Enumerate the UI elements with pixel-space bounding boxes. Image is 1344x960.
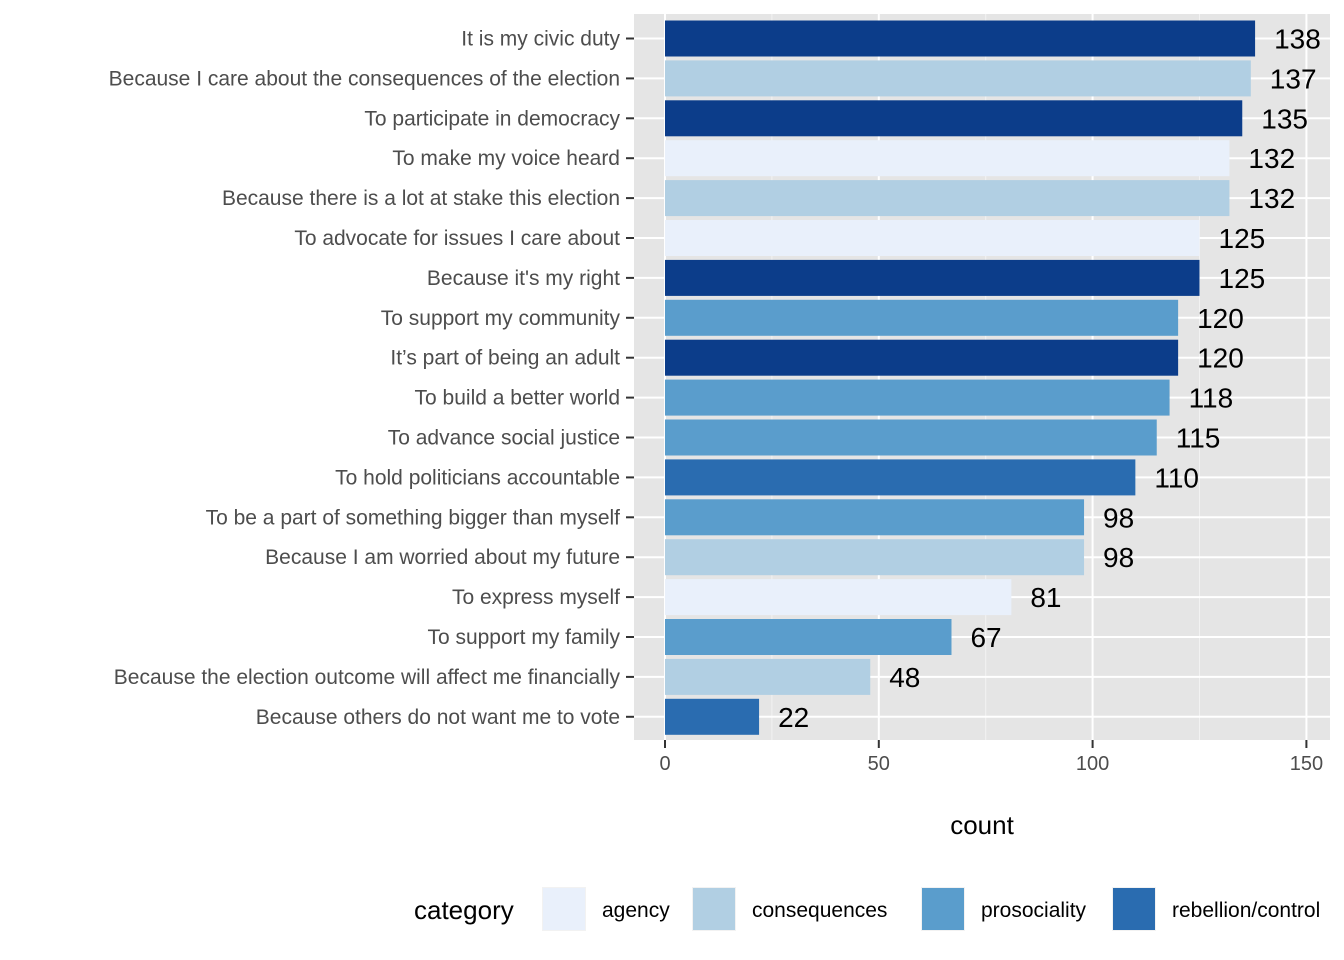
bar [665, 419, 1157, 456]
bar [665, 60, 1251, 97]
bar [665, 658, 871, 695]
category-label: It is my civic duty [461, 28, 620, 51]
legend: category agency consequences prosociality r… [414, 887, 1320, 931]
legend-swatch [922, 888, 964, 930]
bar [665, 539, 1085, 576]
value-label: 132 [1248, 183, 1295, 214]
y-axis: It is my civic duty Because I care about … [109, 28, 634, 729]
legend-swatch [543, 888, 585, 930]
category-label: Because there is a lot at stake this ele… [222, 187, 620, 210]
category-label: Because others do not want me to vote [256, 706, 620, 729]
value-labels-group: 138 137 135 132 132 125 125 120 120 118 115 110 98 98… [778, 24, 1321, 733]
bar [665, 259, 1200, 296]
x-tick-label: 50 [868, 753, 890, 775]
value-label: 67 [970, 622, 1001, 653]
bar [665, 499, 1085, 536]
category-label: To participate in democracy [364, 107, 620, 130]
category-label: Because I am worried about my future [265, 546, 620, 569]
category-label: To support my community [381, 307, 621, 330]
value-label: 98 [1103, 542, 1134, 573]
category-label: To build a better world [415, 387, 620, 410]
value-label: 110 [1154, 462, 1199, 493]
bar [665, 379, 1170, 416]
category-label: It’s part of being an adult [390, 347, 620, 370]
bar [665, 619, 952, 655]
category-label: To advocate for issues I care about [294, 227, 620, 250]
bar [665, 459, 1136, 496]
category-label: Because I care about the consequences of… [109, 67, 620, 90]
value-label: 120 [1197, 303, 1244, 334]
legend-label: prosociality [981, 899, 1087, 922]
value-label: 48 [889, 662, 920, 693]
category-label: To support my family [427, 626, 620, 649]
category-label: To make my voice heard [392, 147, 620, 170]
category-label: Because it's my right [427, 267, 620, 290]
category-label: To hold politicians accountable [335, 466, 620, 489]
value-label: 118 [1189, 383, 1234, 414]
value-label: 125 [1219, 223, 1266, 254]
category-label: To advance social justice [388, 427, 620, 450]
category-label: To be a part of something bigger than my… [206, 506, 621, 529]
bar [665, 579, 1012, 616]
bar [665, 220, 1200, 256]
value-label: 135 [1261, 103, 1308, 134]
value-label: 125 [1219, 263, 1266, 294]
legend-swatch [1113, 888, 1155, 930]
value-label: 132 [1248, 143, 1295, 174]
value-label: 98 [1103, 502, 1134, 533]
x-tick-label: 150 [1290, 753, 1323, 775]
category-label: Because the election outcome will affect… [114, 666, 621, 689]
bar [665, 140, 1230, 177]
value-label: 22 [778, 702, 809, 733]
bar [665, 339, 1179, 376]
value-label: 120 [1197, 343, 1244, 374]
value-label: 115 [1176, 423, 1221, 454]
legend-label: consequences [752, 899, 887, 922]
bar [665, 100, 1243, 137]
bar [665, 20, 1256, 57]
x-tick-label: 100 [1076, 753, 1109, 775]
bar [665, 299, 1179, 336]
category-label: To express myself [452, 586, 620, 609]
x-axis: 0 50 100 150 [659, 740, 1323, 775]
value-label: 137 [1270, 63, 1317, 94]
legend-label: agency [602, 899, 670, 922]
x-axis-title: count [950, 810, 1014, 840]
legend-title: category [414, 895, 514, 925]
x-tick-label: 0 [659, 753, 670, 775]
bar [665, 698, 760, 735]
legend-label: rebellion/control [1172, 899, 1320, 922]
value-label: 81 [1030, 582, 1061, 613]
bars-group [665, 20, 1256, 735]
legend-swatch [693, 888, 735, 930]
bar [665, 180, 1230, 217]
value-label: 138 [1274, 24, 1321, 55]
